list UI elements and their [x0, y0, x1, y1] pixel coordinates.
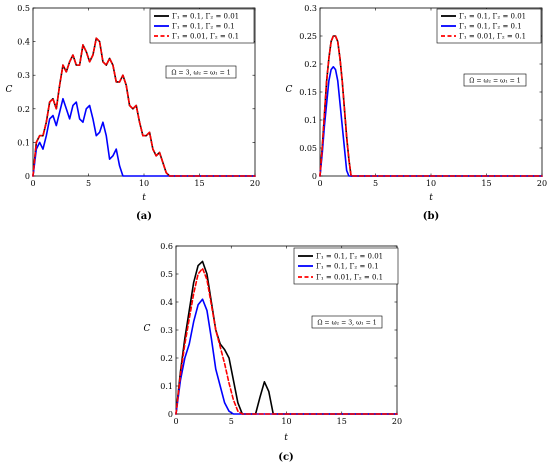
panel-b-legend-label-1: Γ₁ = 0.1, Γ₂ = 0.01: [459, 13, 526, 21]
panel-c-legend-label-3: Γ₁ = 0.01, Γ₂ = 0.1: [316, 274, 383, 282]
panel-c-ylabel: C: [144, 324, 151, 334]
panel-a-xtick-label-4: 20: [250, 179, 260, 188]
panel-a-ytick-label-2: 0.2: [17, 105, 30, 114]
panel-a-legend: Γ₁ = 0.1, Γ₂ = 0.01 Γ₁ = 0.1, Γ₂ = 0.1 Γ…: [149, 8, 255, 44]
panel-c-ytick-label-0: 0: [168, 410, 173, 419]
panel-a-xtick-label-3: 15: [194, 179, 204, 188]
panel-b-xtick-label-4: 20: [537, 179, 547, 188]
panel-c-ytick-label-2: 0.2: [160, 354, 173, 363]
panel-a-ytick-label-4: 0.4: [17, 38, 30, 47]
panel-c-ytick-label-6: 0.6: [160, 242, 173, 251]
panel-a: 0 5 10 15 20 0 0.1 0.2 0.3 0.4 0.5 t C Γ₁ = 0.1, Γ…: [6, 4, 261, 222]
panel-a-legend-label-3: Γ₁ = 0.01, Γ₂ = 0.1: [172, 33, 239, 41]
panel-c-xtick-label-1: 5: [229, 417, 234, 426]
panel-a-annotation-box: [165, 65, 237, 79]
panel-a-ytick-label-1: 0.1: [17, 138, 30, 147]
panel-c-ytick-label-3: 0.3: [160, 326, 173, 335]
panel-b-xtick-label-3: 15: [481, 179, 491, 188]
panel-b: 0 5 10 15 20 0 0.05 0.1 0.15 0.2 0.25 0.3 t C Γ₁ = …: [286, 4, 548, 222]
panel-c-lines: [175, 260, 398, 415]
panel-c-series-line-2: [175, 298, 398, 415]
panel-c-xtick-label-0: 0: [173, 417, 178, 426]
panel-b-caption: (b): [423, 211, 439, 222]
panel-b-annotation: Ω = ω₂ = ω₁ = 1: [469, 78, 521, 85]
panel-b-ytick-label-6: 0.3: [304, 4, 317, 13]
panel-c-xtick-label-2: 10: [281, 417, 291, 426]
panel-a-xtick-label-1: 5: [86, 179, 91, 188]
panel-a-lines: [32, 37, 256, 177]
panel-a-ytick-label-0: 0: [25, 172, 30, 181]
panel-a-legend-label-2: Γ₁ = 0.1, Γ₂ = 0.1: [172, 23, 235, 31]
panel-c-series-line-1: [175, 260, 398, 415]
panel-b-xlabel: t: [429, 193, 433, 203]
panel-a-xtick-label-2: 10: [139, 179, 149, 188]
panel-b-series-line-2: [319, 66, 543, 177]
panel-b-ticks: 0 5 10 15 20 0 0.05 0.1 0.15 0.2 0.25 0.3: [299, 4, 547, 188]
panel-a-legend-label-1: Γ₁ = 0.1, Γ₂ = 0.01: [172, 13, 239, 21]
panel-c-annotation-box: [311, 315, 383, 329]
panel-a-caption: (a): [136, 211, 152, 222]
panel-c-legend: Γ₁ = 0.1, Γ₂ = 0.01 Γ₁ = 0.1, Γ₂ = 0.1 Γ…: [293, 247, 399, 285]
panel-c-ytick-label-4: 0.4: [160, 298, 173, 307]
panel-a-series-line-2: [32, 97, 256, 177]
panel-c-ticks: 0 5 10 15 20 0 0.1 0.2 0.3 0.4 0.5 0.6: [160, 242, 402, 426]
panel-b-ytick-label-1: 0.05: [299, 144, 317, 153]
panel-b-annotation-box: [463, 73, 527, 87]
panel-c-caption: (c): [278, 452, 294, 463]
panel-b-ytick-label-4: 0.2: [304, 60, 317, 69]
panel-b-series-line-3: [319, 35, 543, 177]
panel-c-xlabel: t: [284, 433, 288, 443]
panel-c-ytick-label-5: 0.5: [160, 270, 173, 279]
panel-b-xtick-label-1: 5: [373, 179, 378, 188]
panel-c-series-line-3: [175, 267, 398, 415]
panel-a-ytick-label-5: 0.5: [17, 4, 30, 13]
panel-b-ylabel: C: [286, 85, 293, 95]
panel-b-xtick-label-0: 0: [317, 179, 322, 188]
panel-b-legend-label-2: Γ₁ = 0.1, Γ₂ = 0.1: [459, 23, 522, 31]
panel-a-series-line-3: [32, 37, 256, 177]
panel-b-ytick-label-5: 0.25: [299, 32, 317, 41]
panel-a-ticks: 0 5 10 15 20 0 0.1 0.2 0.3 0.4 0.5: [17, 4, 260, 188]
panel-c-xtick-label-3: 15: [337, 417, 347, 426]
panel-c-annotation: Ω = ω₂ = 3, ω₁ = 1: [317, 320, 376, 327]
panel-c-legend-label-1: Γ₁ = 0.1, Γ₂ = 0.01: [316, 253, 383, 261]
panel-b-ytick-label-3: 0.15: [299, 88, 317, 97]
panel-c-legend-label-2: Γ₁ = 0.1, Γ₂ = 0.1: [316, 263, 379, 271]
panel-b-legend: Γ₁ = 0.1, Γ₂ = 0.01 Γ₁ = 0.1, Γ₂ = 0.1 Γ…: [436, 8, 542, 44]
panel-a-ylabel: C: [6, 85, 13, 95]
panel-a-xlabel: t: [142, 193, 146, 203]
panel-a-ytick-label-3: 0.3: [17, 71, 30, 80]
panel-a-xtick-label-0: 0: [30, 179, 35, 188]
panel-c-ytick-label-1: 0.1: [160, 382, 173, 391]
panel-c: 0 5 10 15 20 0 0.1 0.2 0.3 0.4 0.5 0.6 t C Γ₁ = 0.1…: [144, 242, 403, 463]
panel-c-xtick-label-4: 20: [392, 417, 402, 426]
panel-b-legend-label-3: Γ₁ = 0.01, Γ₂ = 0.1: [459, 33, 526, 41]
panel-b-xtick-label-2: 10: [426, 179, 436, 188]
panel-b-lines: [319, 35, 543, 177]
panel-b-ytick-label-2: 0.1: [304, 116, 317, 125]
panel-b-ytick-label-0: 0: [312, 172, 317, 181]
panel-a-annotation: Ω = 3, ω₂ = ω₁ = 1: [171, 70, 230, 77]
